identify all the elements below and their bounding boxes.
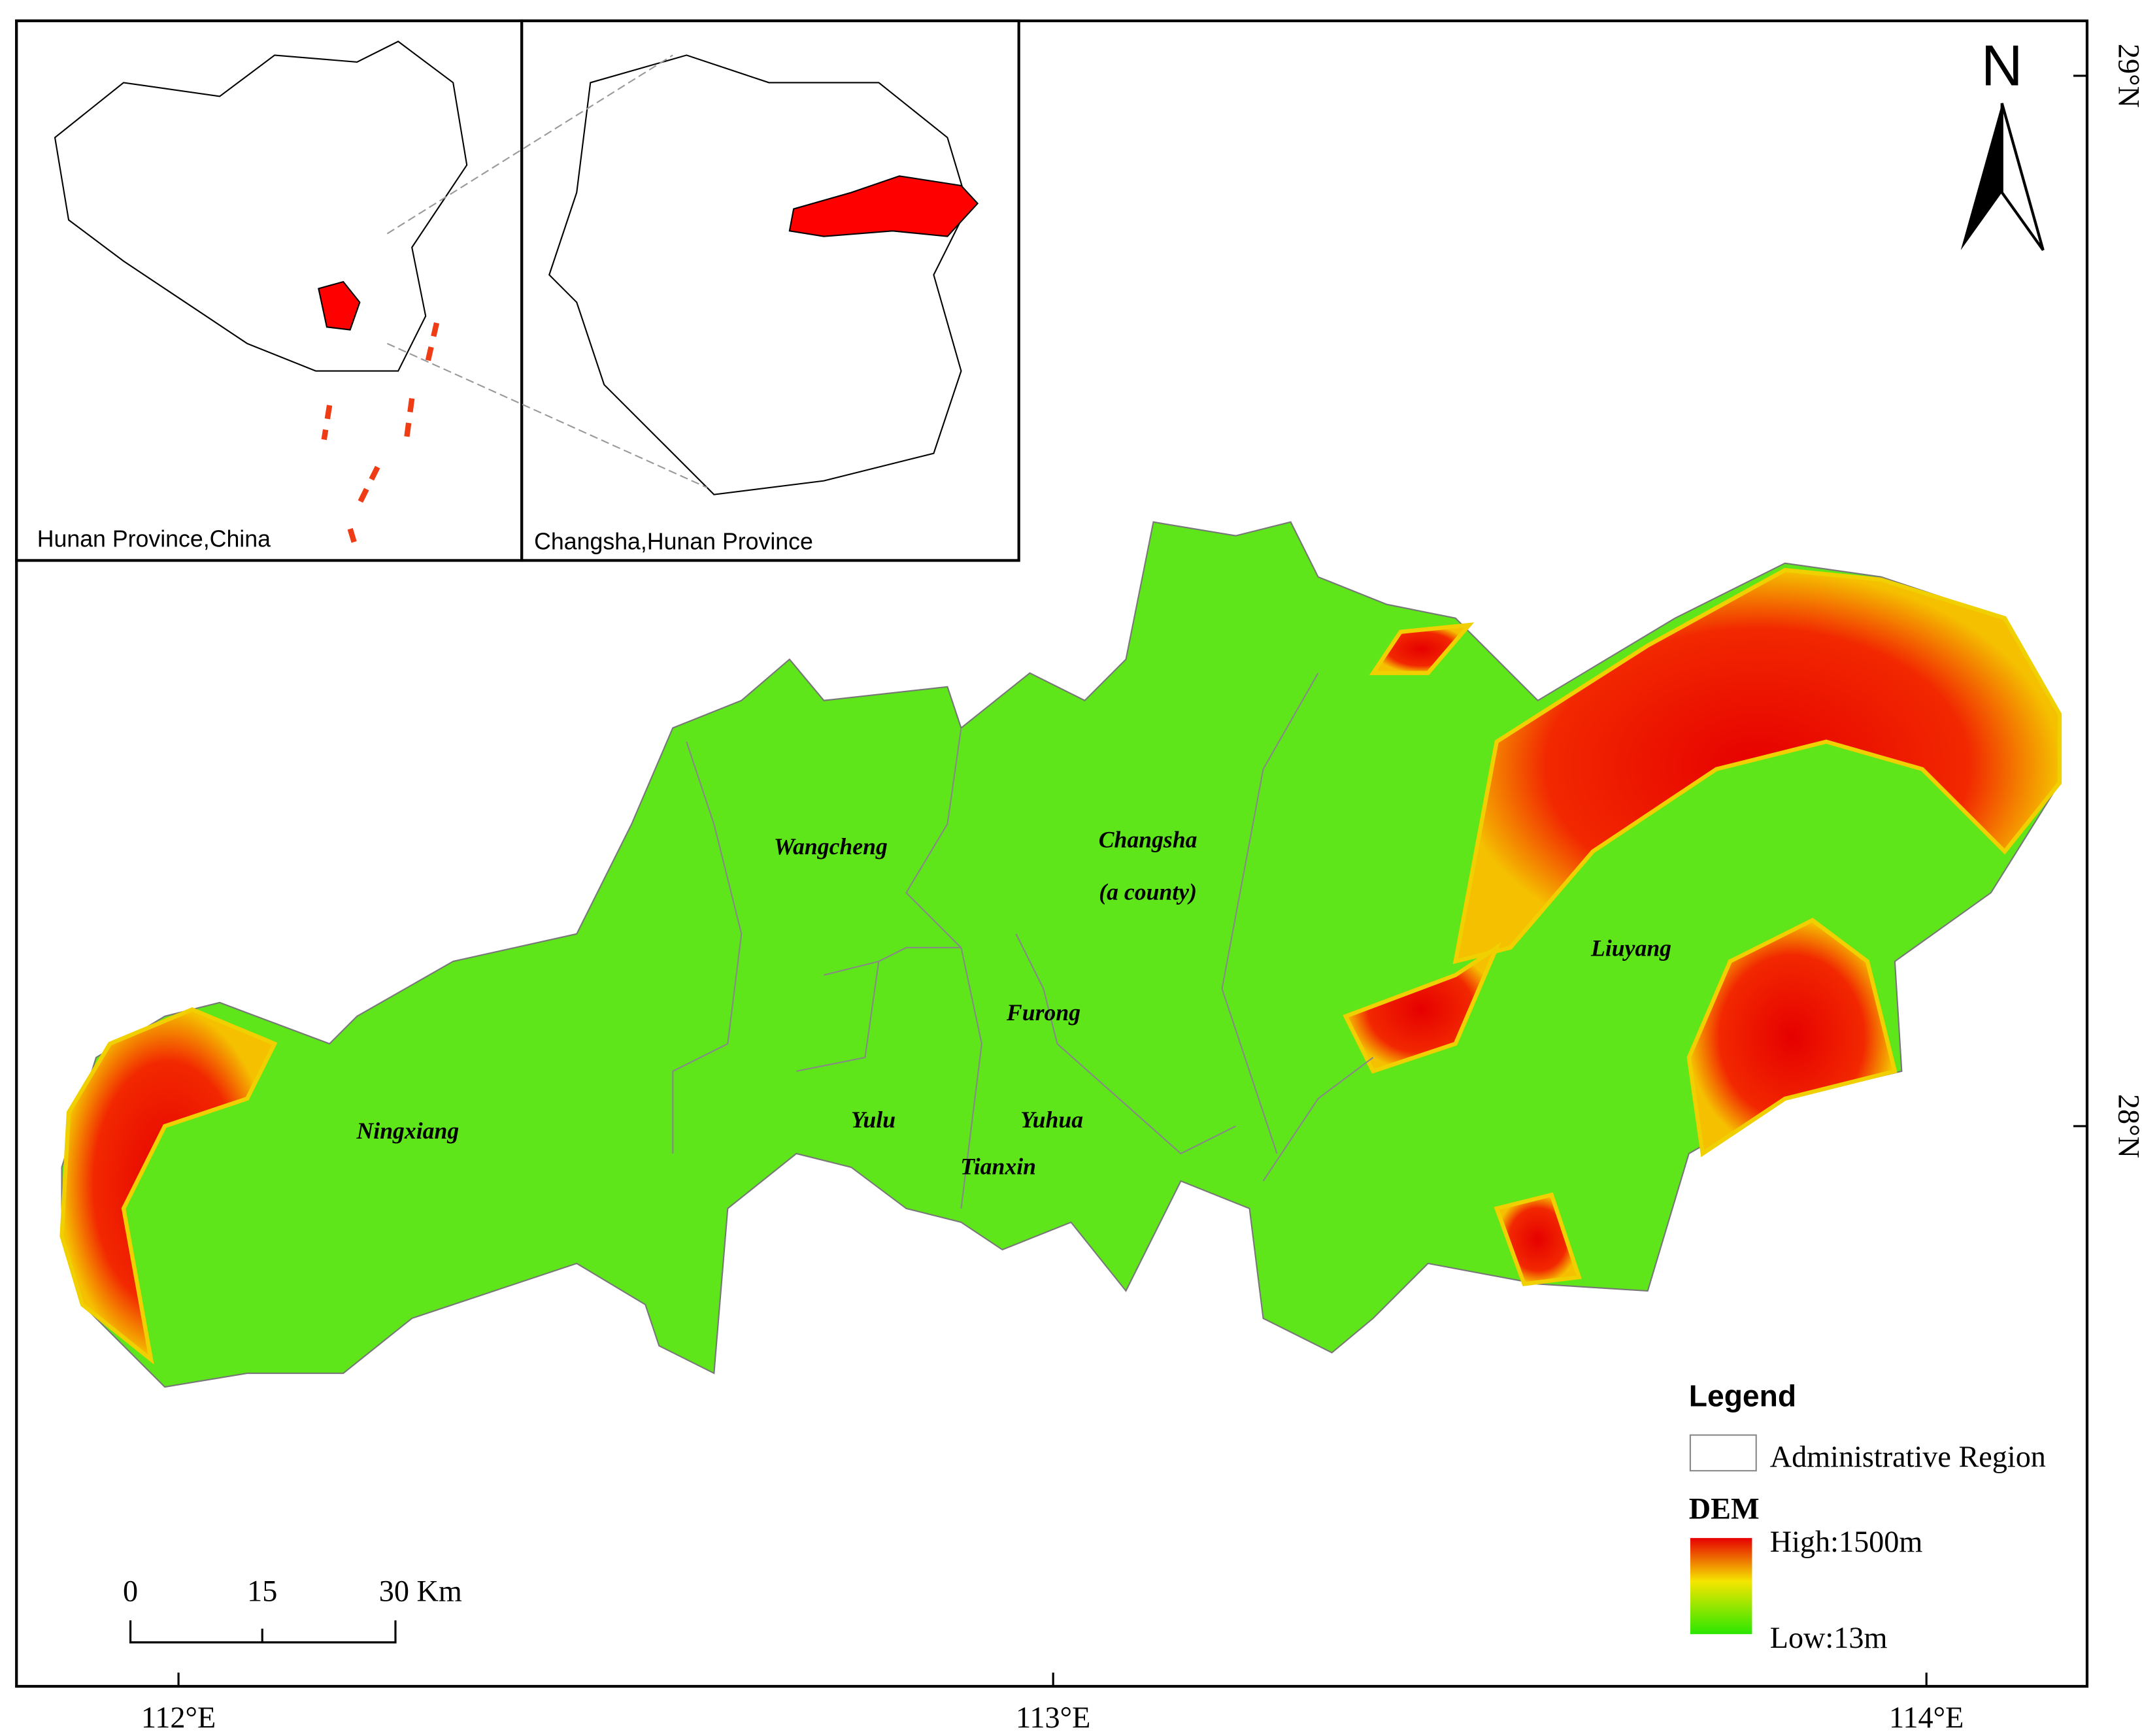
inset-label: Changsha,Hunan Province bbox=[534, 529, 813, 555]
hunan-highlight bbox=[318, 280, 361, 331]
legend-swatch bbox=[1689, 1434, 1757, 1472]
longitude-label: 113°E bbox=[1016, 1701, 1090, 1734]
legend-label: Low:13m bbox=[1770, 1621, 1888, 1654]
highland bbox=[59, 567, 2062, 1365]
zoom-lines bbox=[386, 54, 708, 489]
legend-label: High:1500m bbox=[1770, 1525, 1923, 1558]
north-arrow bbox=[2000, 103, 2045, 251]
north-label: N bbox=[1981, 33, 2023, 98]
region-label: Ningxiang bbox=[356, 1118, 460, 1144]
region-label: Liuyang bbox=[1590, 935, 1671, 961]
inset-label: Hunan Province,China bbox=[37, 526, 271, 552]
region-label: (a county) bbox=[1099, 878, 1197, 905]
north-arrow bbox=[1960, 103, 2002, 250]
region-label: Yuhua bbox=[1020, 1107, 1083, 1133]
scale-bar bbox=[129, 1620, 397, 1644]
map-frame bbox=[15, 19, 2089, 1688]
scale-label: 15 bbox=[247, 1575, 277, 1608]
changsha-highlight bbox=[788, 175, 979, 237]
region-label: Tianxin bbox=[960, 1153, 1036, 1179]
dem-ramp bbox=[1690, 1538, 1752, 1635]
legend-subtitle: DEM bbox=[1689, 1492, 1760, 1526]
scale-label: 30 Km bbox=[379, 1575, 462, 1608]
region-label: Yulu bbox=[851, 1107, 895, 1133]
region-label: Wangcheng bbox=[774, 833, 888, 860]
graticule-tick bbox=[177, 75, 2087, 1686]
legend-label: Administrative Region bbox=[1770, 1440, 2046, 1473]
region-label: Furong bbox=[1006, 999, 1080, 1026]
scale-label: 0 bbox=[123, 1575, 138, 1608]
legend-title: Legend bbox=[1689, 1378, 1796, 1412]
longitude-label: 114°E bbox=[1889, 1701, 1964, 1734]
latitude-label: 28°N bbox=[2112, 1094, 2142, 1158]
hunan-outline bbox=[548, 54, 969, 495]
region-label: Changsha bbox=[1099, 826, 1197, 852]
china-outline bbox=[54, 41, 468, 372]
longitude-label: 112°E bbox=[141, 1701, 216, 1734]
region-boundaries bbox=[672, 673, 1374, 1209]
latitude-label: 29°N bbox=[2112, 44, 2142, 108]
